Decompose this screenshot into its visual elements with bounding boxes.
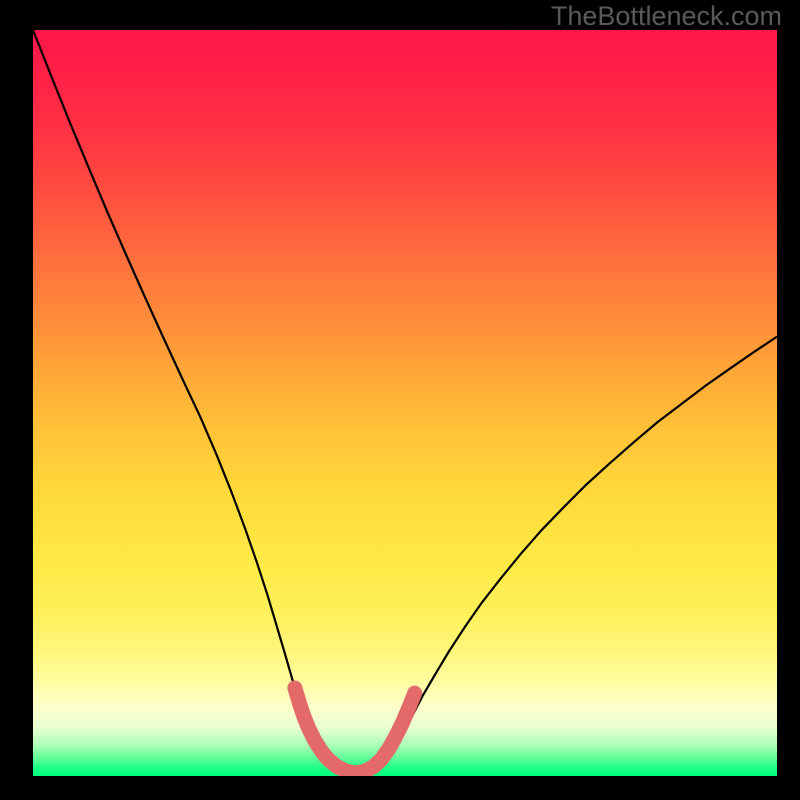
bottleneck-curve-chart <box>33 30 777 776</box>
plot-area <box>33 30 777 776</box>
figure-stage: TheBottleneck.com <box>0 0 800 800</box>
gradient-background <box>33 30 777 776</box>
watermark-text: TheBottleneck.com <box>551 1 782 32</box>
